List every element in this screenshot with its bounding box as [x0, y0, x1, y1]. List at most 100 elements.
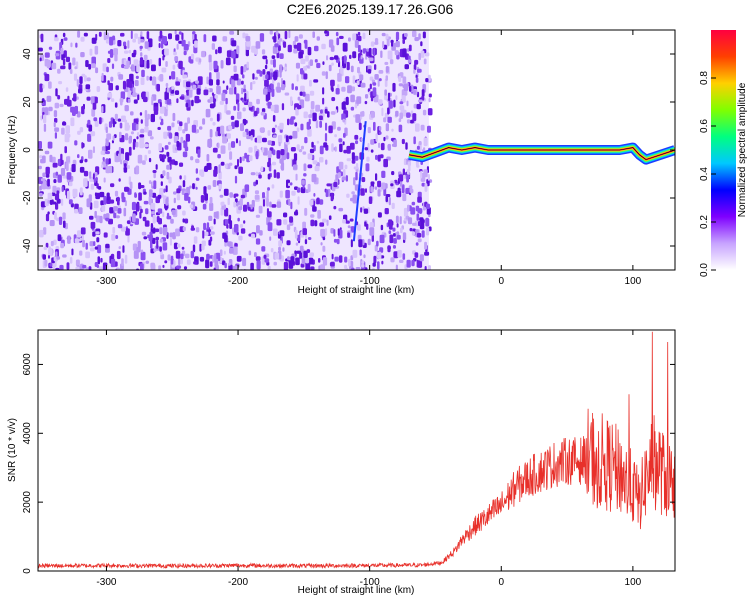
noise-speck: [251, 45, 256, 53]
noise-speck: [384, 94, 388, 101]
noise-speck: [60, 168, 66, 176]
noise-speck: [231, 79, 236, 88]
noise-speck: [162, 227, 168, 236]
noise-speck: [134, 80, 139, 87]
noise-speck: [404, 33, 408, 37]
noise-speck: [106, 133, 112, 140]
noise-speck: [51, 201, 57, 205]
noise-speck: [256, 135, 262, 144]
noise-speck: [80, 263, 84, 270]
noise-speck: [102, 63, 107, 72]
noise-speck: [53, 239, 57, 245]
noise-speck: [256, 260, 261, 270]
colorbar-tick-label: 0.8: [699, 71, 710, 85]
noise-speck: [374, 74, 379, 80]
noise-speck: [174, 147, 178, 151]
noise-speck: [399, 112, 403, 119]
noise-speck: [411, 201, 416, 206]
noise-speck: [283, 66, 287, 70]
noise-speck: [377, 212, 382, 218]
noise-speck: [200, 195, 205, 203]
noise-speck: [62, 65, 66, 70]
noise-speck: [150, 223, 153, 229]
noise-speck: [239, 156, 242, 164]
noise-speck: [148, 38, 153, 48]
noise-speck: [395, 31, 400, 41]
noise-speck: [153, 106, 159, 115]
noise-speck: [365, 163, 370, 172]
noise-speck: [391, 41, 394, 47]
noise-speck: [91, 37, 97, 44]
noise-speck: [190, 227, 195, 231]
noise-speck: [203, 34, 207, 43]
noise-speck: [307, 183, 311, 193]
noise-speck: [192, 183, 195, 190]
noise-speck: [92, 231, 96, 237]
noise-speck: [309, 79, 312, 87]
noise-speck: [91, 108, 96, 117]
noise-speck: [337, 126, 341, 131]
noise-speck: [400, 227, 403, 234]
noise-speck: [65, 162, 69, 171]
noise-speck: [209, 202, 214, 211]
noise-speck: [367, 238, 371, 246]
noise-speck: [336, 37, 340, 46]
noise-speck: [92, 173, 95, 180]
signal-centerline: [409, 147, 675, 160]
noise-speck: [362, 48, 367, 54]
noise-speck: [101, 164, 104, 169]
noise-speck: [296, 234, 301, 242]
noise-speck: [236, 202, 239, 207]
signal-track: [408, 142, 675, 165]
noise-speck: [413, 64, 417, 71]
noise-speck: [150, 248, 155, 254]
noise-speck: [333, 229, 336, 237]
noise-speck: [210, 231, 215, 235]
noise-speck: [226, 133, 231, 139]
noise-speck: [289, 182, 293, 186]
noise-speck: [286, 240, 291, 246]
noise-speck: [303, 163, 307, 172]
noise-speck: [170, 218, 174, 224]
noise-speck: [156, 216, 160, 223]
noise-speck: [278, 45, 281, 52]
noise-speck: [167, 254, 171, 261]
noise-speck: [62, 254, 67, 258]
noise-speck: [307, 164, 313, 169]
noise-speck: [262, 55, 268, 60]
noise-speck: [321, 43, 326, 50]
noise-speck: [100, 200, 104, 206]
noise-speck: [159, 246, 162, 252]
noise-speck: [228, 125, 233, 131]
noise-speck: [352, 51, 357, 59]
noise-speck: [85, 267, 89, 270]
noise-speck: [292, 130, 298, 139]
noise-speck: [353, 177, 356, 186]
noise-speck: [387, 50, 393, 60]
noise-speck: [47, 192, 53, 200]
noise-speck: [356, 80, 360, 86]
noise-speck: [255, 171, 259, 177]
noise-speck: [270, 248, 274, 253]
noise-speck: [318, 115, 323, 121]
noise-speck: [272, 149, 276, 156]
noise-speck: [334, 55, 339, 60]
noise-speck: [183, 175, 187, 181]
noise-speck: [92, 146, 95, 154]
noise-speck: [276, 150, 281, 159]
noise-speck: [48, 248, 53, 257]
noise-speck: [307, 153, 313, 160]
noise-speck: [273, 261, 277, 266]
noise-speck: [195, 158, 200, 163]
noise-speck: [316, 197, 320, 205]
noise-speck: [248, 130, 251, 137]
noise-speck: [355, 171, 358, 181]
colorbar-tick-label: 0.2: [699, 215, 710, 229]
noise-speck: [259, 70, 263, 77]
y-tick-label: 6000: [22, 353, 33, 376]
noise-speck: [60, 47, 64, 55]
noise-speck: [220, 161, 225, 166]
noise-speck: [153, 248, 157, 253]
noise-speck: [291, 83, 294, 90]
noise-speck: [180, 253, 184, 260]
